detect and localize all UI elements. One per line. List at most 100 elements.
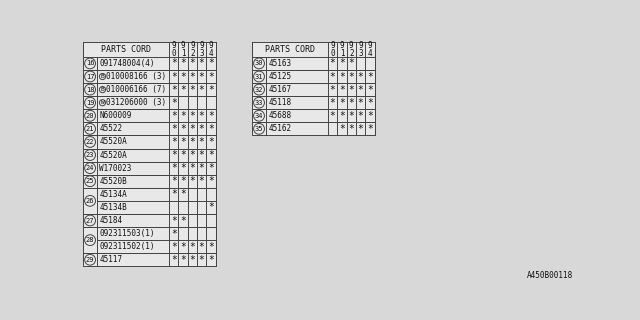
Text: *: * bbox=[171, 111, 177, 121]
Text: *: * bbox=[208, 255, 214, 265]
Text: *: * bbox=[199, 150, 205, 160]
Text: *: * bbox=[199, 163, 205, 173]
Text: *: * bbox=[348, 124, 354, 134]
Text: *: * bbox=[189, 150, 195, 160]
Bar bbox=[83, 214, 216, 227]
Text: 45118: 45118 bbox=[268, 98, 291, 107]
Text: *: * bbox=[348, 111, 354, 121]
Text: 9
0: 9 0 bbox=[330, 41, 335, 58]
Text: 091748004(4): 091748004(4) bbox=[99, 59, 155, 68]
Bar bbox=[83, 70, 216, 83]
Text: *: * bbox=[199, 71, 205, 82]
Text: 9
1: 9 1 bbox=[180, 41, 186, 58]
Text: *: * bbox=[180, 176, 186, 186]
Bar bbox=[83, 42, 216, 57]
Text: *: * bbox=[367, 84, 372, 95]
Text: *: * bbox=[208, 176, 214, 186]
Text: *: * bbox=[199, 111, 205, 121]
Text: *: * bbox=[171, 228, 177, 239]
Bar bbox=[252, 70, 374, 83]
Bar bbox=[252, 57, 374, 70]
Text: *: * bbox=[171, 59, 177, 68]
Text: *: * bbox=[189, 242, 195, 252]
Text: *: * bbox=[330, 71, 335, 82]
Text: 45520B: 45520B bbox=[99, 177, 127, 186]
Text: *: * bbox=[180, 163, 186, 173]
Text: *: * bbox=[367, 124, 372, 134]
Text: *: * bbox=[189, 124, 195, 134]
Text: *: * bbox=[348, 84, 354, 95]
Text: *: * bbox=[171, 137, 177, 147]
Text: 45520A: 45520A bbox=[99, 150, 127, 160]
Bar bbox=[252, 83, 374, 96]
Text: 25: 25 bbox=[86, 178, 94, 184]
Text: *: * bbox=[339, 111, 345, 121]
Text: *: * bbox=[171, 215, 177, 226]
Text: *: * bbox=[367, 71, 372, 82]
Bar bbox=[83, 175, 216, 188]
Text: *: * bbox=[171, 176, 177, 186]
Bar bbox=[83, 227, 216, 253]
Text: *: * bbox=[180, 111, 186, 121]
Text: 26: 26 bbox=[86, 198, 94, 204]
Text: *: * bbox=[189, 137, 195, 147]
Text: N600009: N600009 bbox=[99, 111, 132, 120]
Text: 18: 18 bbox=[86, 87, 94, 92]
Text: 17: 17 bbox=[86, 74, 94, 79]
Text: *: * bbox=[189, 84, 195, 95]
Text: *: * bbox=[358, 84, 364, 95]
Text: 45520A: 45520A bbox=[99, 138, 127, 147]
Text: *: * bbox=[358, 111, 364, 121]
Text: 33: 33 bbox=[255, 100, 263, 106]
Bar bbox=[83, 148, 216, 162]
Text: 9
0: 9 0 bbox=[172, 41, 176, 58]
Text: *: * bbox=[348, 59, 354, 68]
Text: W170023: W170023 bbox=[99, 164, 132, 173]
Text: *: * bbox=[208, 71, 214, 82]
Text: 45167: 45167 bbox=[268, 85, 291, 94]
Text: *: * bbox=[180, 150, 186, 160]
Text: *: * bbox=[208, 150, 214, 160]
Text: W: W bbox=[100, 100, 104, 105]
Text: 9
4: 9 4 bbox=[367, 41, 372, 58]
Text: 19: 19 bbox=[86, 100, 94, 106]
Text: 9
1: 9 1 bbox=[340, 41, 344, 58]
Bar bbox=[83, 188, 216, 214]
Bar bbox=[83, 135, 216, 148]
Text: *: * bbox=[171, 84, 177, 95]
Text: *: * bbox=[199, 176, 205, 186]
Text: 45117: 45117 bbox=[99, 255, 122, 264]
Text: *: * bbox=[171, 150, 177, 160]
Text: 45134A: 45134A bbox=[99, 190, 127, 199]
Text: 31: 31 bbox=[255, 74, 263, 79]
Text: 9
3: 9 3 bbox=[358, 41, 363, 58]
Text: 45134B: 45134B bbox=[99, 203, 127, 212]
Text: *: * bbox=[339, 84, 345, 95]
Text: *: * bbox=[199, 124, 205, 134]
Text: *: * bbox=[171, 242, 177, 252]
Text: *: * bbox=[171, 124, 177, 134]
Text: 9
2: 9 2 bbox=[349, 41, 353, 58]
Text: 28: 28 bbox=[86, 237, 94, 243]
Text: 9
4: 9 4 bbox=[209, 41, 213, 58]
Text: *: * bbox=[330, 111, 335, 121]
Text: 32: 32 bbox=[255, 87, 263, 92]
Text: 45163: 45163 bbox=[268, 59, 291, 68]
Text: *: * bbox=[189, 255, 195, 265]
Bar bbox=[252, 42, 374, 57]
Text: *: * bbox=[367, 111, 372, 121]
Text: 16: 16 bbox=[86, 60, 94, 67]
Text: *: * bbox=[171, 71, 177, 82]
Text: *: * bbox=[348, 71, 354, 82]
Text: *: * bbox=[180, 59, 186, 68]
Bar bbox=[83, 57, 216, 70]
Text: *: * bbox=[348, 98, 354, 108]
Text: *: * bbox=[180, 84, 186, 95]
Text: *: * bbox=[180, 242, 186, 252]
Text: *: * bbox=[180, 189, 186, 199]
Text: *: * bbox=[180, 71, 186, 82]
Text: *: * bbox=[180, 137, 186, 147]
Text: *: * bbox=[171, 189, 177, 199]
Text: *: * bbox=[189, 111, 195, 121]
Bar bbox=[83, 109, 216, 122]
